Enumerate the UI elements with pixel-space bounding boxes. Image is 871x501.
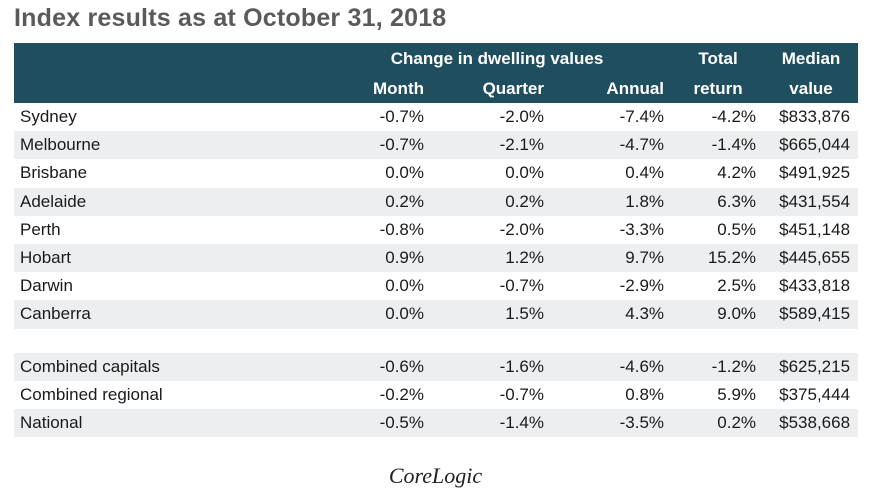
quarter-change: 0.2% [432,187,552,216]
region-name: Combined regional [20,384,163,404]
quarter-change: -2.0% [499,219,544,239]
quarter-change: -1.4% [432,408,552,438]
table-row: National -0.5% -1.4% -3.5% 0.2% $538,668 [14,408,859,438]
total-return: 6.3% [672,187,765,216]
quarter-change: -1.6% [432,352,552,381]
page-title: Index results as at October 31, 2018 [14,4,447,32]
region-name: National [14,408,332,438]
median-value: $625,215 [764,352,859,381]
region-name: Adelaide [14,187,332,216]
month-change: -0.7% [332,131,432,160]
region-name: Brisbane [20,163,88,183]
month-change: 0.0% [385,163,424,183]
region-name: Darwin [20,276,73,296]
total-return: -1.4% [672,131,765,160]
total-return: -4.2% [711,107,757,127]
median-value: $431,554 [764,187,859,216]
quarter-change: 1.2% [432,243,552,273]
total-return: 15.2% [672,243,765,273]
header-median-line1: Median [764,43,859,75]
table-row: Adelaide 0.2% 0.2% 1.8% 6.3% $431,554 [14,187,859,216]
region-name: Canberra [14,300,332,329]
median-value: $491,925 [779,163,851,183]
table-row: Canberra 0.0% 1.5% 4.3% 9.0% $589,415 [14,300,859,329]
median-value: $589,415 [764,300,859,329]
header-annual: Annual [552,75,673,103]
header-change-group: Change in dwelling values [332,43,673,75]
total-return: 0.2% [672,408,765,438]
region-name: Hobart [14,243,332,273]
median-value: $375,444 [779,384,851,404]
header-total-line1: Total [672,43,765,75]
header-median-line2: value [764,75,859,103]
table-row: Sydney -0.7% -2.0% -7.4% -4.2% $833,876 [14,103,858,131]
header-blank [14,43,332,75]
table-body: Sydney -0.7% -2.0% -7.4% -4.2% $833,876 … [14,103,859,438]
quarter-change: -2.1% [432,131,552,160]
annual-change: 0.4% [625,163,665,183]
annual-change: -3.3% [619,219,665,239]
median-value: $445,655 [764,243,859,273]
month-change: -0.2% [379,384,424,404]
annual-change: 0.8% [625,384,665,404]
median-value: $451,148 [779,219,851,239]
header-total-line2: return [672,75,765,103]
month-change: 0.9% [332,243,432,273]
annual-change: -4.7% [552,131,673,160]
month-change: -0.7% [379,107,424,127]
total-return: 4.2% [717,163,757,183]
annual-change: -2.9% [619,276,665,296]
median-value: $833,876 [779,107,851,127]
annual-change: -4.6% [552,352,673,381]
header-blank-2 [14,75,332,103]
month-change: 0.0% [332,300,432,329]
table-header: Change in dwelling values Total Median M… [14,43,859,103]
annual-change: 4.3% [552,300,673,329]
quarter-change: -0.7% [499,384,544,404]
source-credit: CoreLogic [388,463,483,488]
spacer-cell [14,328,859,353]
table-row: Darwin 0.0% -0.7% -2.9% 2.5% $433,818 [14,272,858,300]
spacer-row [14,328,859,353]
region-name: Melbourne [14,131,332,160]
annual-change: -3.5% [552,408,673,438]
table-row: Perth -0.8% -2.0% -3.3% 0.5% $451,148 [14,216,858,244]
median-value: $433,818 [779,276,851,296]
table-row: Combined regional -0.2% -0.7% 0.8% 5.9% … [14,381,858,409]
annual-change: -7.4% [619,107,665,127]
median-value: $665,044 [764,131,859,160]
quarter-change: -0.7% [499,276,544,296]
median-value: $538,668 [764,408,859,438]
quarter-change: 1.5% [432,300,552,329]
header-month: Month [332,75,432,103]
region-name: Sydney [20,107,77,127]
quarter-change: -2.0% [499,107,544,127]
table-row: Melbourne -0.7% -2.1% -4.7% -1.4% $665,0… [14,131,859,160]
month-change: 0.0% [385,276,424,296]
total-return: 2.5% [717,276,757,296]
month-change: -0.8% [379,219,424,239]
region-name: Combined capitals [14,352,332,381]
month-change: -0.6% [332,352,432,381]
total-return: 5.9% [717,384,757,404]
region-name: Perth [20,219,61,239]
header-quarter: Quarter [432,75,552,103]
month-change: -0.5% [332,408,432,438]
table-row: Hobart 0.9% 1.2% 9.7% 15.2% $445,655 [14,243,859,273]
table-row: Combined capitals -0.6% -1.6% -4.6% -1.2… [14,352,859,381]
annual-change: 9.7% [552,243,673,273]
quarter-change: 0.0% [505,163,544,183]
table-row: Brisbane 0.0% 0.0% 0.4% 4.2% $491,925 [14,159,858,187]
total-return: 0.5% [717,219,757,239]
index-results-table: Change in dwelling values Total Median M… [14,43,859,438]
total-return: -1.2% [672,352,765,381]
annual-change: 1.8% [552,187,673,216]
total-return: 9.0% [672,300,765,329]
month-change: 0.2% [332,187,432,216]
